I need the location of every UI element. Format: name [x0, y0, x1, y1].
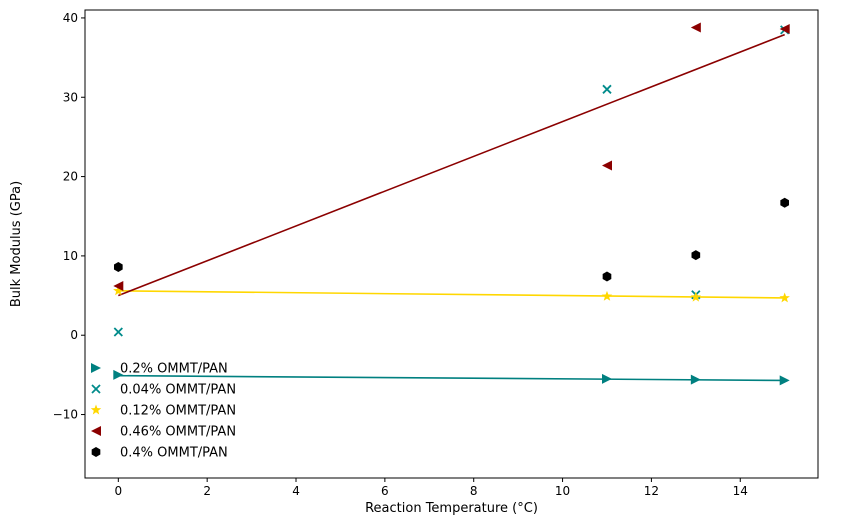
legend-marker	[90, 404, 102, 415]
y-tick-label: 20	[63, 170, 78, 184]
data-point-series-1	[113, 327, 123, 337]
x-tick-label: 14	[733, 484, 748, 498]
x-tick-label: 10	[555, 484, 570, 498]
x-tick-label: 8	[470, 484, 478, 498]
legend-label: 0.12% OMMT/PAN	[120, 404, 236, 419]
legend-marker	[91, 426, 101, 436]
fit-line-series-2	[118, 290, 785, 299]
data-markers	[113, 22, 790, 386]
x-stroke	[602, 84, 612, 94]
x-tick-label: 4	[292, 484, 300, 498]
data-point-series-4	[113, 262, 123, 272]
legend-label: 0.46% OMMT/PAN	[120, 425, 236, 440]
data-point-series-0	[690, 374, 701, 385]
fit-line-series-3	[118, 33, 785, 297]
data-point-series-0	[113, 369, 124, 380]
data-point-series-0	[601, 373, 612, 384]
y-tick-label: 30	[63, 90, 78, 104]
fit-line-series-0	[118, 374, 785, 382]
x-tick-label: 12	[644, 484, 659, 498]
y-tick-label: 40	[63, 11, 78, 25]
x-axis-ticks: 0 2 4 6 8 10 12 14	[114, 478, 748, 498]
legend-label: 0.04% OMMT/PAN	[120, 383, 236, 398]
data-point-series-3	[113, 281, 124, 292]
y-axis-ticks: −10 0 10 20 30 40	[53, 11, 85, 422]
x-tick-label: 6	[381, 484, 389, 498]
y-tick-label: −10	[53, 408, 78, 422]
data-point-series-2	[601, 290, 613, 301]
data-point-series-3	[690, 22, 701, 33]
data-point-series-4	[780, 197, 790, 208]
legend-marker	[91, 447, 101, 457]
fit-lines	[118, 33, 785, 382]
x-tick-label: 2	[203, 484, 211, 498]
legend-label: 0.2% OMMT/PAN	[120, 362, 228, 377]
legend-marker	[91, 363, 101, 373]
y-tick-label: 0	[70, 328, 78, 342]
y-axis-label: Bulk Modulus (GPa)	[9, 181, 24, 307]
data-point-series-2	[779, 292, 790, 303]
data-point-series-4	[691, 250, 701, 261]
data-point-series-3	[601, 160, 612, 171]
legend-label: 0.4% OMMT/PAN	[120, 446, 228, 461]
y-tick-label: 10	[63, 249, 78, 263]
data-point-series-0	[779, 375, 790, 386]
legend-marker	[91, 384, 101, 394]
plot-frame	[84, 9, 819, 479]
legend: 0.2% OMMT/PAN 0.04% OMMT/PAN 0.12% OMMT/PA…	[90, 362, 236, 461]
x-stroke	[113, 327, 123, 337]
data-point-series-1	[602, 84, 612, 94]
data-point-series-4	[602, 271, 612, 282]
x-tick-label: 0	[114, 484, 122, 498]
data-point-series-2	[690, 291, 702, 302]
data-point-series-3	[779, 24, 790, 35]
x-stroke	[91, 384, 101, 394]
data-point-series-2	[113, 285, 124, 296]
x-axis-label: Reaction Temperature (°C)	[365, 501, 538, 516]
